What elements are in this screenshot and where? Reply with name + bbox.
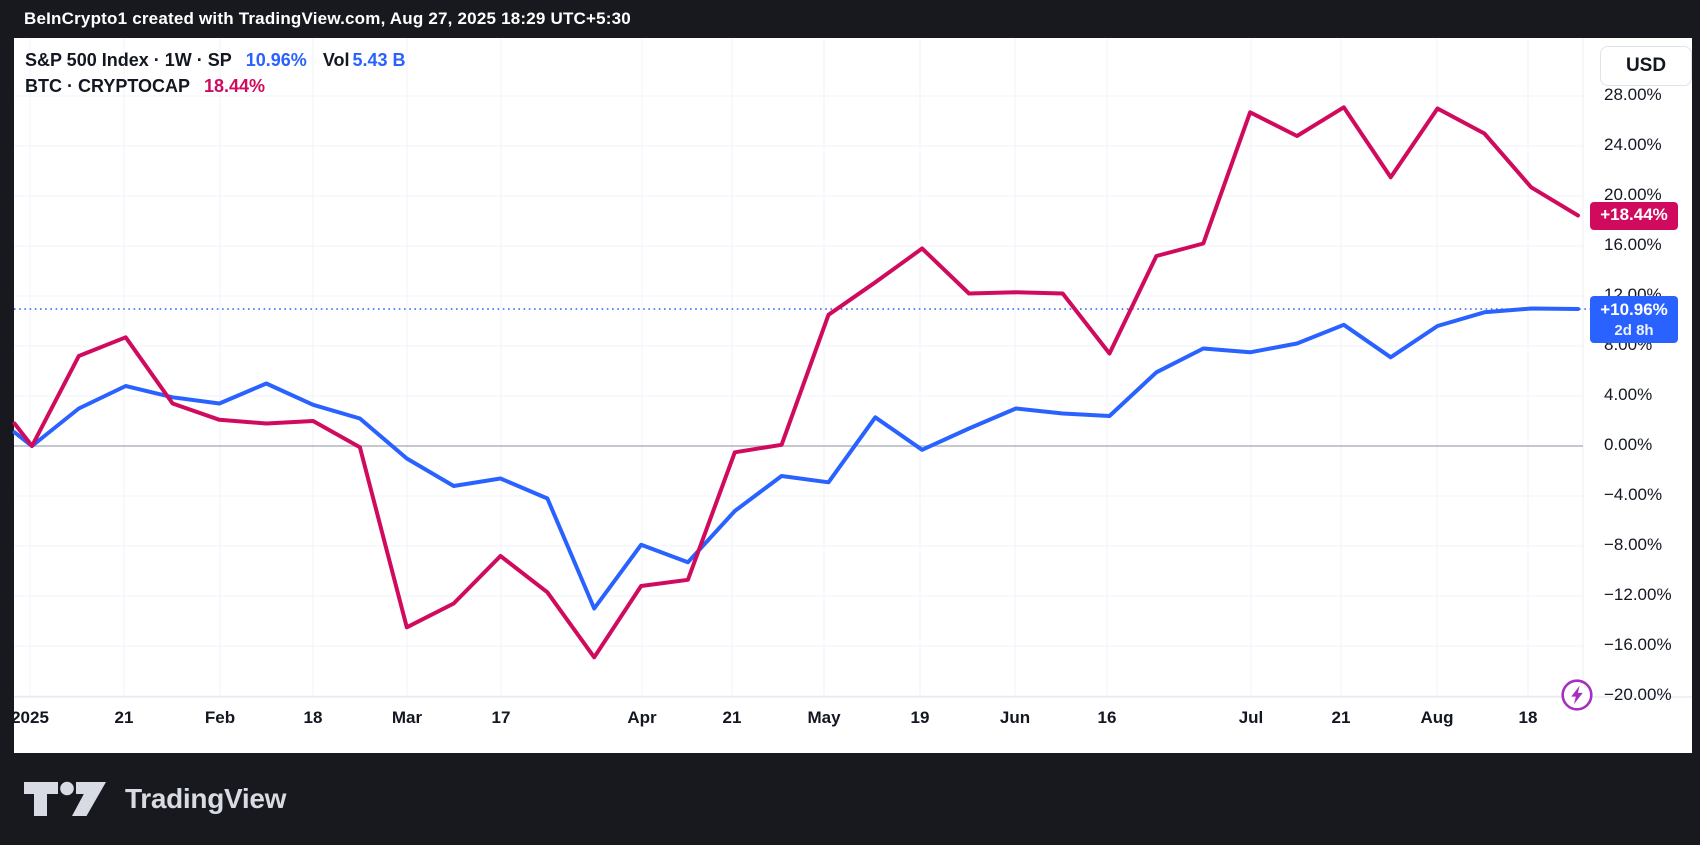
legend-volume-value: 5.43 B xyxy=(352,49,406,70)
time-tick-label: 21 xyxy=(1331,708,1351,727)
time-tick-label: 19 xyxy=(910,708,930,727)
price-tick-label: 24.00% xyxy=(1604,135,1662,154)
time-tick-label: 21 xyxy=(722,708,742,727)
price-tick-label: 28.00% xyxy=(1604,85,1662,104)
tradingview-logo-text[interactable]: TradingView xyxy=(125,783,287,814)
btc-badge-value: +18.44% xyxy=(1600,205,1668,225)
time-tick-label: May xyxy=(807,708,841,727)
price-tick-label: −12.00% xyxy=(1604,585,1672,604)
price-tick-label: −16.00% xyxy=(1604,635,1672,654)
price-tick-label: 16.00% xyxy=(1604,235,1662,254)
legend-btc-change: 18.44% xyxy=(204,75,266,96)
legend-row-btc[interactable]: BTC · CRYPTOCAP 18.44% xyxy=(25,73,406,99)
legend-sp500-title[interactable]: S&P 500 Index · 1W · SP xyxy=(25,49,232,70)
legend-btc-title[interactable]: BTC · CRYPTOCAP xyxy=(25,75,191,96)
sp500-badge-countdown: 2d 8h xyxy=(1614,321,1654,339)
time-tick-label: 17 xyxy=(491,708,511,727)
legend-row-sp500[interactable]: S&P 500 Index · 1W · SP 10.96% Vol 5.43 … xyxy=(25,47,406,73)
time-tick-label: Apr xyxy=(627,708,657,727)
time-tick-label: 18 xyxy=(303,708,323,727)
sp500-price-badge: +10.96% 2d 8h xyxy=(1590,296,1678,343)
price-tick-label: −8.00% xyxy=(1604,535,1663,554)
attribution-text: BeInCrypto1 created with TradingView.com… xyxy=(24,9,631,28)
chart-plot-area[interactable] xyxy=(14,38,1692,753)
currency-button[interactable]: USD xyxy=(1600,46,1692,86)
time-tick-label: 18 xyxy=(1518,708,1538,727)
footer: TradingView xyxy=(0,753,1700,845)
price-tick-label: −4.00% xyxy=(1604,485,1663,504)
time-tick-label: Mar xyxy=(391,708,423,727)
price-tick-label: 20.00% xyxy=(1604,185,1662,204)
tradingview-logo-icon[interactable] xyxy=(22,779,114,819)
legend-volume-label: Vol xyxy=(322,49,350,70)
btc-price-badge: +18.44% xyxy=(1590,201,1678,230)
price-tick-label: 0.00% xyxy=(1604,435,1653,454)
time-tick-label: Feb xyxy=(204,708,236,727)
boost-lightning-icon[interactable] xyxy=(1560,678,1594,712)
time-tick-label: Aug xyxy=(1420,708,1454,727)
topbar: BeInCrypto1 created with TradingView.com… xyxy=(0,0,1700,38)
time-tick-label: Jun xyxy=(999,708,1031,727)
legend-sp500-change: 10.96% xyxy=(245,49,307,70)
time-tick-label: 16 xyxy=(1097,708,1117,727)
price-tick-label: 4.00% xyxy=(1604,385,1653,404)
time-tick-label: 21 xyxy=(114,708,134,727)
time-tick-label: 2025 xyxy=(11,708,49,727)
price-axis[interactable]: 28.00% 24.00% 20.00% 16.00% 12.00% 8.00% 4.00%… xyxy=(1583,38,1692,753)
time-axis[interactable]: 2025 21 Feb 18 Mar 17 Apr 21 May 19 Jun 16 Jul 21 Aug 1… xyxy=(11,697,1583,753)
sp500-badge-value: +10.96% xyxy=(1600,299,1668,319)
price-tick-label: −20.00% xyxy=(1604,685,1672,704)
legend: S&P 500 Index · 1W · SP 10.96% Vol 5.43 … xyxy=(25,47,406,99)
time-tick-label: Jul xyxy=(1238,708,1264,727)
